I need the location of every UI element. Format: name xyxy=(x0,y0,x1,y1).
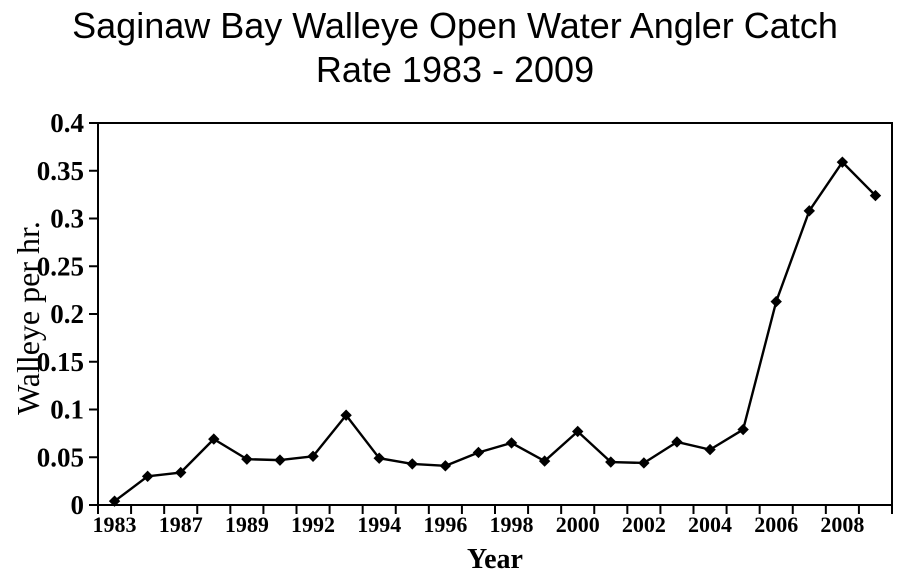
data-point-marker xyxy=(505,437,518,449)
data-point-marker xyxy=(141,470,154,483)
x-tick-label: 1994 xyxy=(357,512,401,537)
data-point-marker xyxy=(406,458,418,470)
data-point-marker xyxy=(241,453,253,465)
y-axis-title: Walleye per hr. xyxy=(10,221,46,415)
data-point-marker xyxy=(737,423,749,436)
x-tick-label: 1989 xyxy=(225,512,269,537)
data-point-marker xyxy=(836,156,849,168)
x-tick-label: 2006 xyxy=(754,512,798,537)
y-tick-label: 0.35 xyxy=(37,156,84,186)
x-tick-label: 2002 xyxy=(622,512,666,537)
x-tick-label: 1987 xyxy=(159,512,203,537)
data-point-marker xyxy=(307,450,319,462)
y-tick-label: 0.3 xyxy=(50,204,84,234)
x-tick-label: 2004 xyxy=(688,512,732,537)
data-point-marker xyxy=(373,452,385,464)
data-point-marker xyxy=(704,443,716,456)
data-point-marker xyxy=(274,454,286,466)
y-tick-label: 0 xyxy=(71,490,85,520)
y-tick-label: 0.4 xyxy=(50,108,84,138)
y-tick-label: 0.2 xyxy=(50,299,84,329)
data-line xyxy=(113,160,877,503)
data-point-marker xyxy=(340,409,352,421)
x-tick-label: 1992 xyxy=(291,512,335,537)
data-point-marker xyxy=(439,460,452,472)
x-tick-label: 1996 xyxy=(423,512,467,537)
plot-border xyxy=(97,122,893,506)
data-point-marker xyxy=(208,433,220,445)
chart-title-line2: Rate 1983 - 2009 xyxy=(315,49,595,90)
chart-title-line1: Saginaw Bay Walleye Open Water Angler Ca… xyxy=(72,5,838,46)
x-tick-label: 1998 xyxy=(490,512,534,537)
data-point-marker xyxy=(770,295,782,308)
data-point-marker xyxy=(472,446,485,459)
data-point-marker xyxy=(605,456,617,468)
y-tick-label: 0.1 xyxy=(50,395,84,425)
y-tick-label: 0.25 xyxy=(37,251,84,281)
chart-title: Saginaw Bay Walleye Open Water Angler Ca… xyxy=(0,4,910,92)
y-tick-label: 0.15 xyxy=(37,347,84,377)
x-tick-label: 2008 xyxy=(820,512,864,537)
data-point-marker xyxy=(671,436,683,448)
x-tick-label: 2000 xyxy=(556,512,600,537)
data-point-marker xyxy=(538,455,551,467)
x-axis-title: Year xyxy=(467,544,523,575)
data-point-marker xyxy=(869,189,882,202)
y-tick-label: 0.05 xyxy=(37,442,84,472)
x-tick-label: 1983 xyxy=(93,512,137,537)
data-point-marker xyxy=(803,205,815,217)
data-point-marker xyxy=(108,495,121,507)
data-point-marker xyxy=(175,466,187,479)
data-point-marker xyxy=(572,425,584,438)
data-point-marker xyxy=(638,457,650,469)
